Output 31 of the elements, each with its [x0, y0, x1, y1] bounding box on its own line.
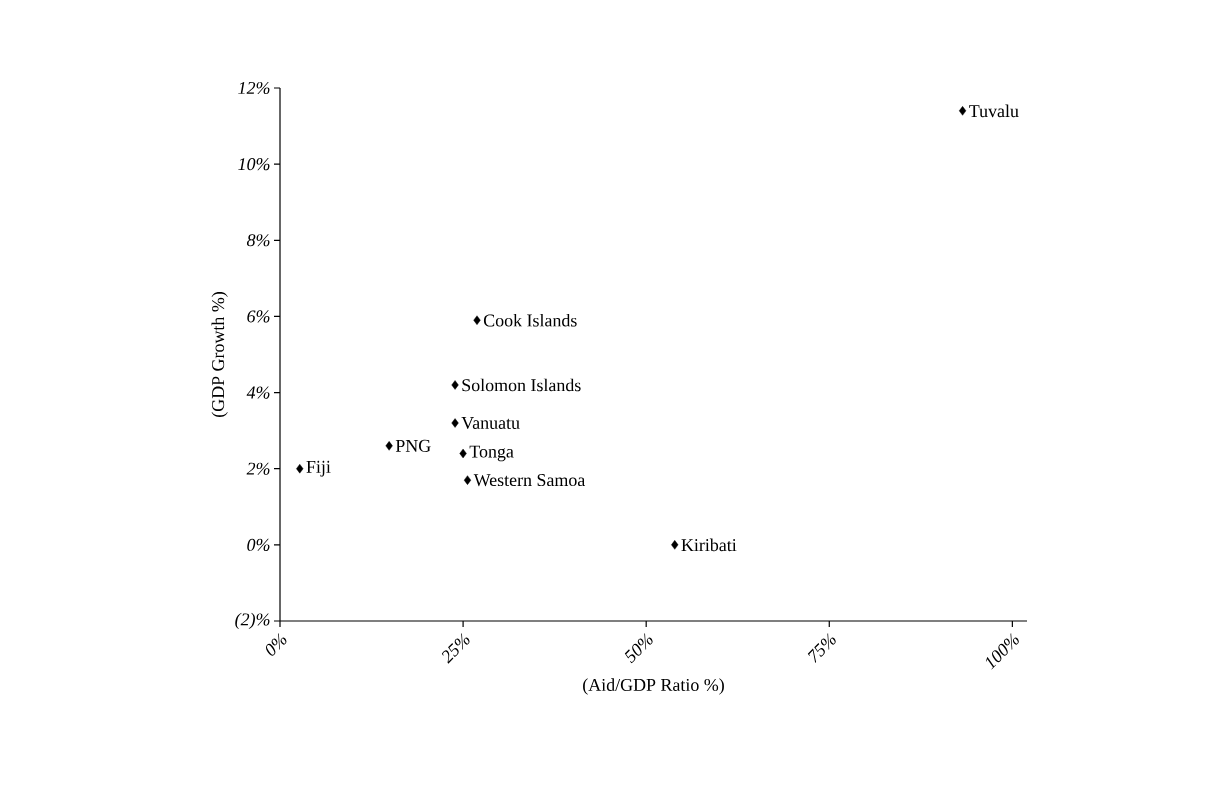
y-tick-label: 2% [246, 462, 270, 475]
data-label: Vanuatu [461, 417, 520, 430]
data-label: Solomon Islands [462, 378, 581, 392]
point [463, 475, 472, 485]
y-tick-label: 10% [238, 158, 270, 171]
x-tick-label: 0% [266, 633, 287, 656]
point [459, 448, 467, 459]
data-label: Tonga [469, 445, 514, 462]
point [451, 380, 459, 390]
point [296, 464, 304, 474]
point [385, 441, 393, 451]
x-tick-label: 75% [807, 633, 836, 663]
y-tick-label: 8% [246, 234, 270, 247]
y-tick-label: 6% [247, 310, 270, 323]
y-tick-label: 0% [247, 538, 270, 551]
data-label: Tuvalu [969, 104, 1019, 118]
y-tick-label: 4% [246, 386, 270, 399]
point [671, 540, 679, 550]
y-tick-label: 12% [238, 81, 270, 95]
x-axis-title: (Aid/GDP Ratio %) [583, 678, 724, 695]
data-label: Kiribati [681, 538, 737, 552]
point [473, 315, 481, 325]
point [451, 418, 459, 428]
x-tick-label: 50% [624, 633, 653, 664]
data-label: Fiji [306, 460, 331, 477]
data-label: Cook Islands [483, 313, 577, 327]
point [958, 106, 967, 116]
data-label: PNG [395, 439, 431, 452]
y-axis-title: (GDP Growth %) [211, 292, 228, 417]
data-label: Western Samoa [473, 474, 586, 487]
y-tick-label: (2)% [235, 612, 270, 630]
